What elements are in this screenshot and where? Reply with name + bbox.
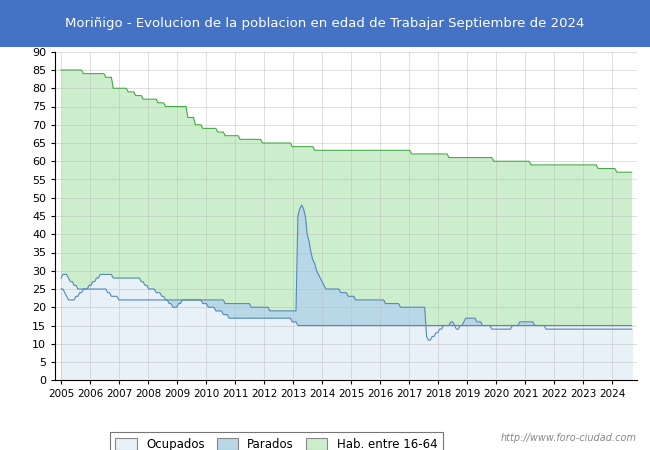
Legend: Ocupados, Parados, Hab. entre 16-64: Ocupados, Parados, Hab. entre 16-64 xyxy=(110,432,443,450)
Text: http://www.foro-ciudad.com: http://www.foro-ciudad.com xyxy=(501,433,637,443)
Text: Moriñigo - Evolucion de la poblacion en edad de Trabajar Septiembre de 2024: Moriñigo - Evolucion de la poblacion en … xyxy=(65,17,585,30)
